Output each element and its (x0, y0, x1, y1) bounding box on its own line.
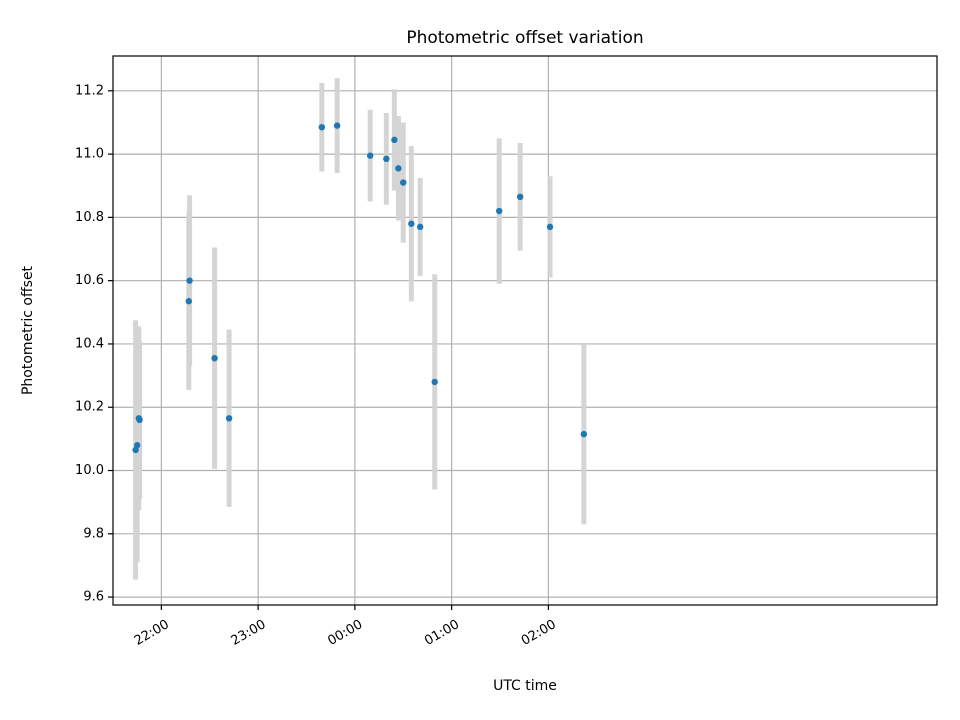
x-tick-label: 00:00 (325, 617, 365, 649)
x-tick-label: 02:00 (519, 617, 559, 649)
data-point (318, 123, 326, 131)
data-point (431, 378, 438, 386)
x-tick-label: 23:00 (229, 617, 269, 649)
data-point (408, 220, 415, 227)
chart-title: Photometric offset variation (406, 28, 643, 48)
data-point (391, 136, 398, 144)
data-point (383, 155, 390, 163)
data-point (495, 207, 503, 215)
error-bars (133, 78, 587, 580)
y-axis-title: Photometric offset (20, 265, 36, 395)
data-point (333, 122, 341, 129)
x-tick-label: 22:00 (132, 617, 172, 649)
data-point (366, 152, 374, 159)
data-point (580, 430, 588, 438)
data-point (185, 298, 192, 305)
data-point (211, 354, 218, 362)
data-point (133, 442, 141, 449)
grid-lines (113, 56, 937, 605)
data-points (132, 122, 588, 454)
y-tick-label: 10.8 (75, 210, 104, 225)
y-tick-label: 9.8 (83, 526, 104, 541)
y-tick-label: 9.6 (83, 590, 104, 605)
y-tick-label: 11.0 (75, 147, 104, 162)
data-point (416, 223, 424, 231)
y-tick-label: 10.0 (75, 463, 104, 478)
data-point (400, 179, 407, 186)
y-tick-label: 10.2 (75, 400, 104, 415)
plot-area-frame (112, 55, 938, 606)
data-point (136, 416, 143, 424)
x-axis-title: UTC time (493, 678, 557, 694)
data-point (225, 415, 233, 422)
y-tick-label: 11.2 (75, 83, 104, 98)
y-tick-label: 10.4 (75, 336, 104, 351)
data-point (395, 165, 402, 172)
data-point (186, 277, 193, 284)
data-point (546, 223, 554, 231)
x-tick-label: 01:00 (422, 617, 462, 649)
data-point (516, 193, 524, 201)
y-tick-label: 10.6 (75, 273, 104, 288)
axis-ticks: 22:00 23:00 00:00 01:00 02:00 9.6 9.8 10.0 10.2 1… (75, 83, 559, 649)
